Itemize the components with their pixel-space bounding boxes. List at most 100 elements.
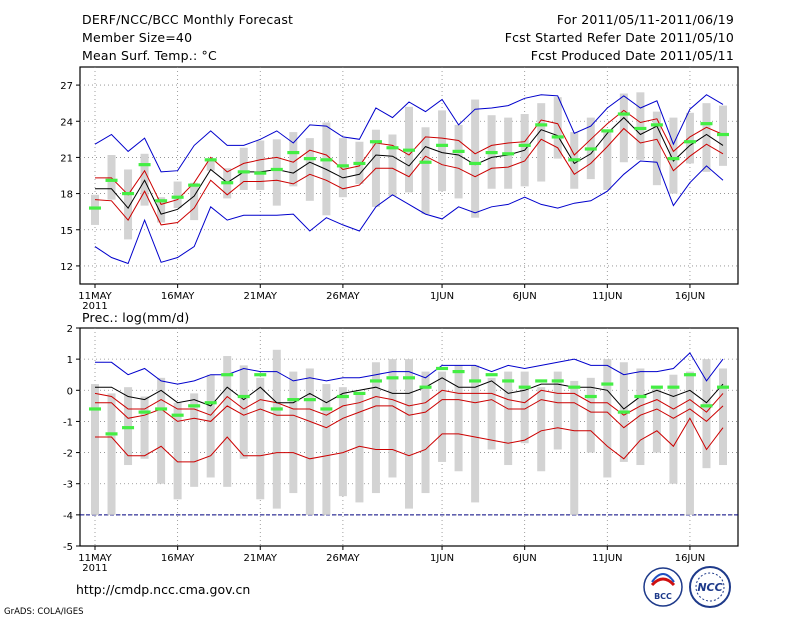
ensemble-box	[272, 349, 281, 509]
ensemble-box	[454, 365, 463, 472]
median-marker	[403, 376, 415, 380]
y-tick-label: 21	[60, 153, 73, 164]
x-tick-label: 11MAY	[78, 291, 112, 302]
spread-low-line	[95, 399, 724, 429]
median-marker	[419, 385, 432, 389]
median-marker	[667, 157, 680, 161]
median-marker	[155, 407, 168, 411]
y-tick-label: 24	[60, 117, 73, 128]
median-marker	[502, 379, 515, 383]
y-tick-label: 0	[67, 386, 73, 397]
median-marker	[369, 140, 382, 144]
median-marker	[403, 148, 415, 152]
ensemble-box	[338, 387, 347, 497]
member-size: Member Size=40	[82, 30, 192, 45]
ensemble-box	[603, 359, 612, 478]
median-marker	[254, 373, 267, 377]
median-marker	[683, 140, 696, 144]
median-marker	[138, 163, 151, 167]
median-marker	[436, 366, 449, 371]
median-marker	[518, 143, 531, 147]
ensemble-box	[256, 140, 265, 190]
median-marker	[237, 394, 250, 399]
ensemble-box	[553, 371, 562, 450]
ensemble-box	[652, 387, 661, 453]
ensemble-box	[454, 124, 463, 199]
ensemble-box	[520, 371, 529, 444]
y-tick-label: -3	[63, 480, 73, 491]
ensemble-box	[206, 158, 215, 171]
forecast-produced-date: Fcst Produced Date 2011/05/11	[531, 48, 734, 63]
median-marker	[369, 379, 382, 383]
median-marker	[204, 158, 217, 162]
median-marker	[601, 382, 614, 386]
plot-frame	[79, 327, 739, 547]
x-tick-label: 6JUN	[513, 553, 537, 564]
median-marker	[270, 167, 283, 172]
median-marker	[287, 398, 300, 402]
ensemble-box	[91, 194, 99, 225]
x-tick-label: 1JUN	[430, 553, 454, 564]
median-marker	[287, 150, 300, 155]
median-marker	[535, 123, 548, 127]
ensemble-box	[636, 92, 645, 160]
lower-bound-line	[95, 417, 724, 463]
median-marker	[122, 191, 135, 196]
ensemble-box	[272, 139, 281, 206]
median-marker	[469, 379, 482, 383]
median-marker	[617, 112, 630, 116]
x-tick-label: 16MAY	[161, 553, 195, 564]
x-tick-label: 21MAY	[243, 291, 277, 302]
ensemble-box	[239, 365, 248, 459]
x-tick-label: 16JUN	[675, 553, 705, 564]
ensemble-box	[173, 402, 182, 500]
x-tick-label: 26MAY	[326, 553, 360, 564]
x-tick-label: 16JUN	[675, 291, 705, 302]
ensemble-box	[289, 371, 298, 494]
ensemble-box	[421, 371, 430, 494]
median-marker	[237, 170, 250, 174]
ensemble-box	[685, 112, 694, 164]
ensemble-box	[421, 127, 430, 215]
forecast-start-date: Fcst Started Refer Date 2011/05/10	[505, 30, 734, 45]
median-marker	[105, 178, 118, 182]
median-marker	[535, 379, 548, 383]
median-marker	[386, 146, 399, 150]
median-marker	[717, 385, 729, 389]
variable-label: Mean Surf. Temp.: °C	[82, 48, 217, 63]
ensemble-box	[338, 138, 347, 198]
median-marker	[601, 129, 614, 133]
ensemble-box	[157, 377, 166, 484]
median-marker	[254, 171, 267, 175]
median-marker	[270, 407, 283, 411]
median-marker	[105, 432, 118, 436]
ensemble-box	[388, 134, 397, 196]
ensemble-box	[669, 374, 678, 484]
ensemble-box	[471, 99, 480, 218]
y-tick-label: 15	[60, 226, 73, 237]
y-tick-label: 27	[60, 81, 73, 92]
ensemble-box	[685, 371, 694, 515]
y-tick-label: -5	[63, 542, 73, 553]
median-marker	[518, 385, 531, 389]
precipitation-panel: -5 -4 -3 -2 -1 0 1 2 11MAY 16MAY 21MAY 26MAY 1JUN 6JU…	[63, 324, 739, 574]
forecast-period: For 2011/05/11-2011/06/19	[557, 12, 734, 27]
ensemble-box	[504, 371, 513, 466]
median-marker	[485, 373, 498, 377]
median-marker	[122, 426, 135, 430]
source-url[interactable]: http://cmdp.ncc.cma.gov.cn	[76, 582, 250, 597]
grads-credit: GrADS: COLA/IGES	[4, 607, 84, 617]
ensemble-box	[487, 377, 496, 450]
y-tick-label: 2	[67, 324, 73, 335]
ensemble-box	[91, 384, 99, 515]
ensemble-box	[669, 117, 678, 194]
median-marker	[584, 147, 597, 151]
chart-title: DERF/NCC/BCC Monthly Forecast	[82, 12, 293, 27]
median-marker	[683, 373, 696, 377]
median-marker	[634, 394, 647, 399]
median-marker	[221, 181, 234, 185]
median-marker	[485, 150, 498, 155]
median-marker	[452, 370, 465, 374]
median-marker	[303, 398, 316, 402]
